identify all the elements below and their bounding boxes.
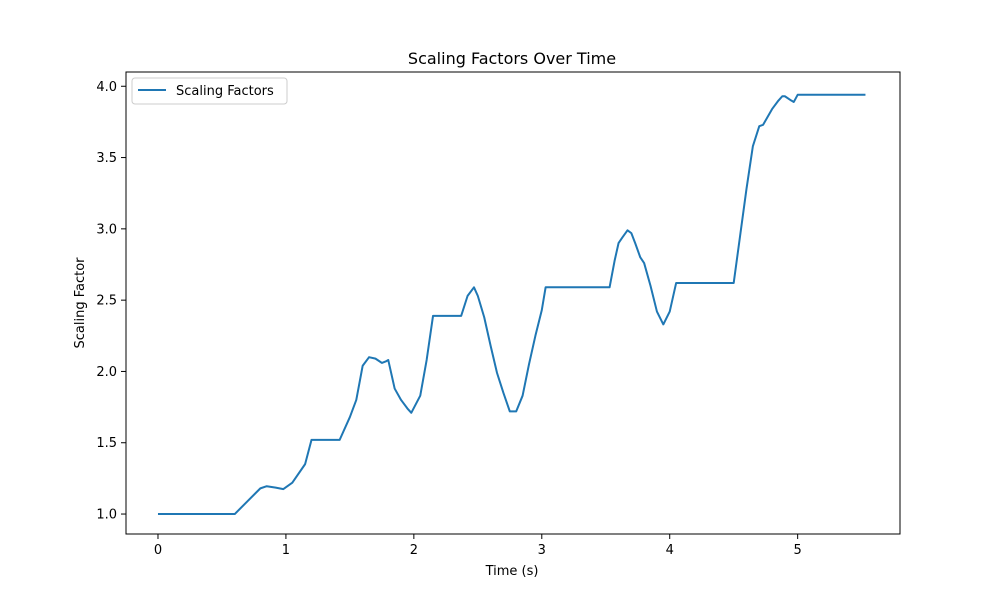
chart-title: Scaling Factors Over Time <box>408 49 616 68</box>
x-tick-label: 4 <box>666 543 674 558</box>
x-tick-label: 3 <box>538 543 546 558</box>
x-tick-label: 5 <box>794 543 802 558</box>
x-tick-label: 0 <box>154 543 162 558</box>
y-tick-label: 3.0 <box>96 222 117 237</box>
y-tick-label: 3.5 <box>96 151 117 166</box>
legend-entry-label: Scaling Factors <box>176 84 274 99</box>
y-axis-label: Scaling Factor <box>73 257 88 349</box>
series-group <box>157 93 866 516</box>
x-tick-label: 2 <box>410 543 418 558</box>
y-tick-label: 1.0 <box>96 508 117 523</box>
x-tick-label: 1 <box>282 543 290 558</box>
x-axis-ticks: 0 1 2 3 4 5 <box>154 534 802 558</box>
y-tick-label: 1.5 <box>96 436 117 451</box>
plot-area-frame <box>125 71 901 535</box>
series-line-scaling-factors <box>157 93 866 516</box>
legend-box <box>131 77 288 105</box>
x-axis-label: Time (s) <box>485 564 539 579</box>
y-axis-ticks: 1.0 1.5 2.0 2.5 3.0 3.5 4.0 <box>96 80 126 523</box>
legend: Scaling Factors <box>131 77 288 105</box>
y-tick-label: 4.0 <box>96 80 117 95</box>
y-tick-label: 2.0 <box>96 365 117 380</box>
y-tick-label: 2.5 <box>96 294 117 309</box>
